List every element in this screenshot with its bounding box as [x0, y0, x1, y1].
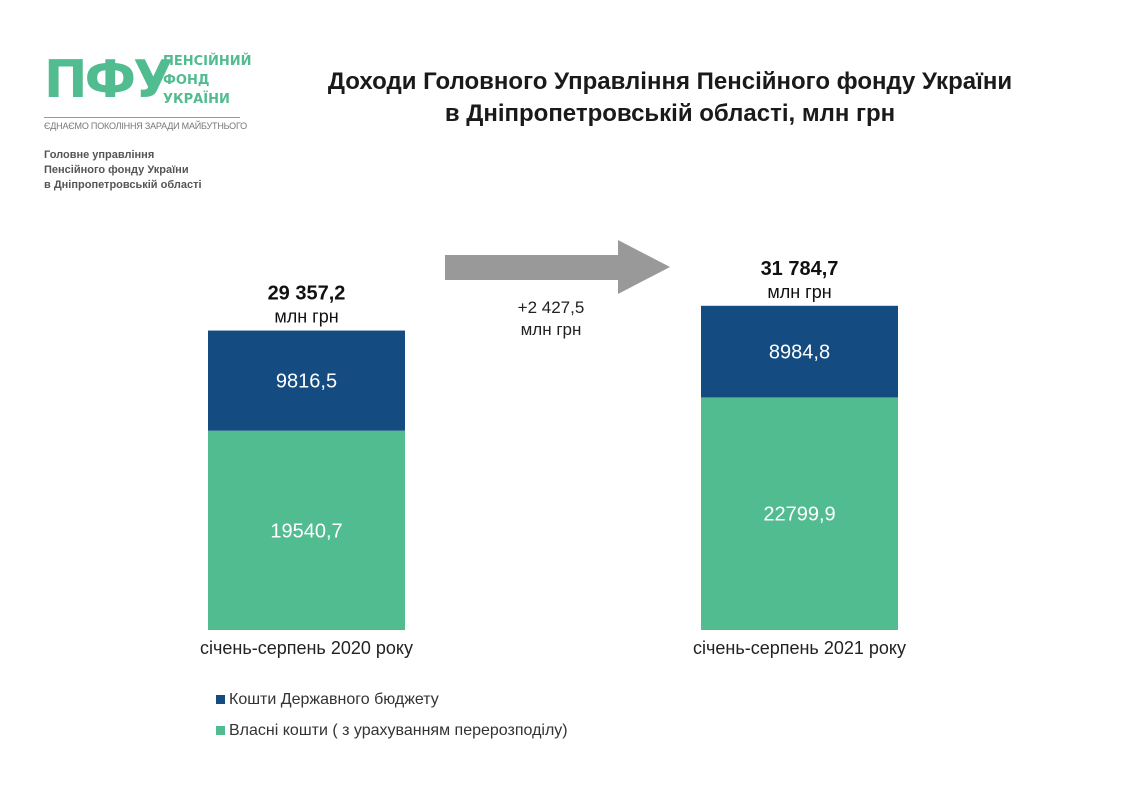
logo-word: ФОНД: [163, 73, 210, 88]
title-line: Доходи Головного Управління Пенсійного ф…: [327, 68, 1013, 95]
organization-name: Головне управління Пенсійного фонду Укра…: [44, 148, 202, 193]
bar-segment-own: [701, 397, 898, 630]
legend-swatch-budget: [216, 695, 225, 704]
logo-tagline: ЄДНАЄМО ПОКОЛІННЯ ЗАРАДИ МАЙБУТНЬОГО: [44, 121, 247, 131]
change-unit-label: млн грн: [521, 320, 582, 339]
bar-segment-own: [208, 430, 405, 630]
data-label: 22799,9: [763, 504, 835, 526]
category-label: січень-серпень 2021 року: [693, 638, 906, 658]
category-label: січень-серпень 2020 року: [200, 638, 413, 658]
logo-words: ПЕНСІЙНИЙ ФОНД УКРАЇНИ: [163, 52, 252, 109]
total-unit-label: млн грн: [767, 282, 831, 302]
total-unit-label: млн грн: [274, 307, 338, 327]
data-label: 8984,8: [769, 342, 830, 364]
total-value-label: 29 357,2: [268, 283, 346, 305]
chart-title: Доходи Головного Управління Пенсійного ф…: [250, 66, 1090, 130]
bar-segment-budget: [208, 330, 405, 431]
growth-arrow-icon: [445, 240, 670, 294]
legend-item-own: Власні кошти ( з урахуванням перерозподі…: [216, 715, 568, 746]
legend-label: Кошти Державного бюджету: [229, 690, 439, 708]
legend-swatch-own: [216, 726, 225, 735]
logo-word: ПЕНСІЙНИЙ: [163, 54, 252, 69]
logo-word: УКРАЇНИ: [163, 92, 230, 107]
data-label: 9816,5: [276, 371, 337, 393]
org-line: в Дніпропетровській області: [44, 179, 202, 191]
logo-divider: [44, 117, 240, 118]
title-line: в Дніпропетровській області, млн грн: [444, 100, 896, 127]
change-value-label: +2 427,5: [518, 298, 585, 317]
org-line: Пенсійного фонду України: [44, 164, 189, 176]
org-line: Головне управління: [44, 149, 155, 161]
logo-letters: ПФУ: [44, 50, 173, 110]
legend: Кошти Державного бюджету Власні кошти ( …: [216, 684, 568, 746]
bar-segment-budget: [701, 305, 898, 398]
data-label: 19540,7: [270, 520, 342, 542]
legend-item-budget: Кошти Державного бюджету: [216, 684, 568, 715]
legend-label: Власні кошти ( з урахуванням перерозподі…: [229, 721, 568, 739]
total-value-label: 31 784,7: [761, 258, 839, 280]
